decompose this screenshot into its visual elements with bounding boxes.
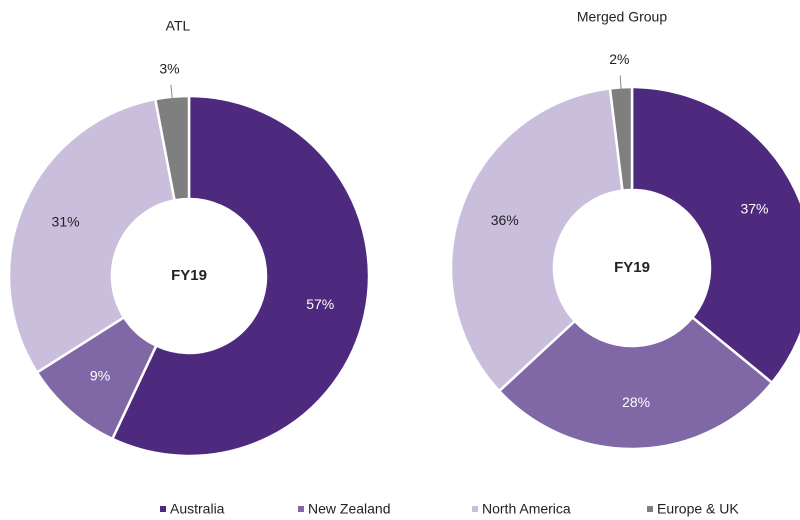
legend-marker [472, 506, 478, 512]
center-label: FY19 [614, 259, 650, 276]
leader-line [170, 84, 173, 101]
data-label: 9% [90, 368, 110, 384]
chart-title: ATL [166, 18, 191, 34]
legend-label: New Zealand [308, 501, 391, 517]
legend-label: Australia [170, 501, 225, 517]
donut-segment [449, 86, 624, 393]
data-label: 57% [306, 296, 334, 312]
donut-segment [608, 85, 634, 192]
data-label: 37% [740, 201, 768, 217]
donut-segment [7, 97, 177, 375]
legend-label: Europe & UK [657, 501, 739, 517]
donut-segment [110, 94, 371, 458]
center-label: FY19 [171, 267, 207, 284]
donut-segment [497, 315, 774, 451]
legend-marker [647, 506, 653, 512]
leader-line [619, 75, 622, 92]
donut-segment [630, 85, 800, 385]
legend-label: North America [482, 501, 571, 517]
chart-title: Merged Group [577, 9, 667, 25]
donut-segment [153, 94, 191, 202]
data-label: 36% [491, 212, 519, 228]
data-label: 3% [159, 61, 179, 77]
data-label: 2% [609, 51, 629, 67]
legend-marker [160, 506, 166, 512]
data-label: 28% [622, 394, 650, 410]
data-label: 31% [52, 213, 80, 229]
legend-marker [298, 506, 304, 512]
